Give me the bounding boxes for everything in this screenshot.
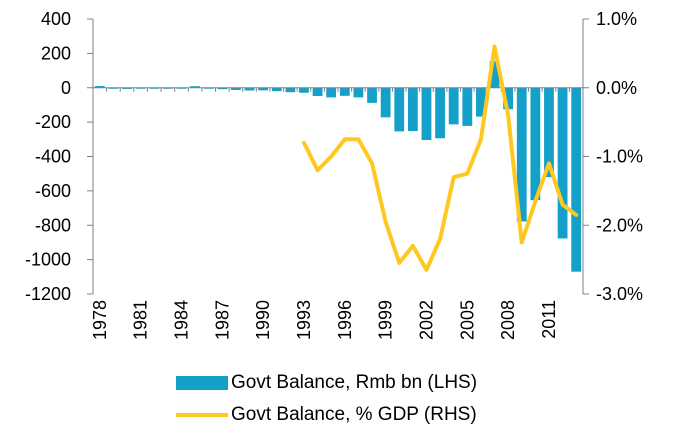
bar-1980	[122, 87, 132, 89]
x-tick-label: 1990	[253, 300, 273, 340]
x-tick-label: 1978	[90, 300, 110, 340]
legend-swatch-line	[176, 413, 228, 417]
x-tick-label: 2008	[498, 300, 518, 340]
left-tick-label: -400	[35, 147, 71, 167]
legend-label-bars: Govt Balance, Rmb bn (LHS)	[231, 372, 478, 393]
bar-2006	[476, 87, 486, 117]
bar-2002	[421, 87, 432, 140]
bar-2003	[435, 87, 445, 139]
bar-2012	[557, 87, 568, 239]
bar-1990	[258, 87, 269, 91]
bar-1985	[190, 86, 200, 88]
x-tick-label: 1999	[376, 300, 396, 340]
x-tick-label: 1984	[171, 300, 191, 340]
left-tick-label: -1200	[25, 284, 71, 304]
bar-1987	[217, 87, 228, 90]
bar-2013	[571, 87, 582, 272]
bar-2007	[489, 61, 500, 88]
left-tick-label: 400	[41, 9, 71, 29]
bar-1988	[231, 87, 241, 90]
bar-1993	[299, 87, 309, 93]
x-tick-label: 2002	[416, 300, 436, 340]
right-tick-label: 1.0%	[596, 9, 637, 29]
left-tick-label: -1000	[25, 250, 71, 270]
bar-2000	[394, 87, 405, 132]
bars-layer	[94, 61, 582, 272]
legend-item-bars: Govt Balance, Rmb bn (LHS)	[176, 370, 477, 396]
left-tick-label: -600	[35, 181, 71, 201]
bar-1995	[326, 87, 337, 98]
x-tick-label: 1996	[335, 300, 355, 340]
left-tick-label: -200	[35, 112, 71, 132]
bar-1994	[312, 87, 323, 96]
bar-1996	[339, 87, 350, 96]
bar-1991	[271, 87, 282, 92]
bar-2009	[516, 87, 527, 222]
x-tick-label: 1993	[294, 300, 314, 340]
bar-2011	[544, 87, 554, 178]
bar-1999	[380, 87, 391, 118]
bar-2008	[503, 87, 514, 110]
legend-item-line: Govt Balance, % GDP (RHS)	[176, 402, 477, 428]
left-tick-label: 200	[41, 43, 71, 63]
bar-1998	[367, 87, 377, 103]
bar-2010	[530, 87, 541, 201]
x-tick-label: 2005	[457, 300, 477, 340]
x-tick-label: 2011	[539, 300, 559, 339]
bar-2001	[407, 87, 418, 132]
right-tick-label: -1.0%	[596, 147, 643, 167]
bar-1997	[353, 87, 364, 98]
line-layer	[301, 44, 579, 272]
right-tick-label: 0.0%	[596, 78, 637, 98]
left-tick-label: 0	[61, 78, 71, 98]
left-tick-label: -800	[35, 215, 71, 235]
bar-1978	[94, 86, 105, 88]
legend-label-line: Govt Balance, % GDP (RHS)	[231, 404, 477, 425]
bar-1989	[244, 87, 255, 91]
x-tick-label: 1981	[131, 300, 151, 340]
x-tick-label: 1987	[212, 300, 232, 340]
right-tick-label: -2.0%	[596, 215, 643, 235]
ticks-layer: 400 200 0 -200 -400 -600 -800 -1000 -1200 1.0% 0.0…	[25, 9, 643, 340]
right-tick-label: -3.0%	[596, 284, 643, 304]
legend-swatch-bars	[176, 376, 228, 390]
bar-2004	[448, 87, 459, 125]
bar-1992	[285, 87, 296, 93]
bar-2005	[462, 87, 473, 126]
